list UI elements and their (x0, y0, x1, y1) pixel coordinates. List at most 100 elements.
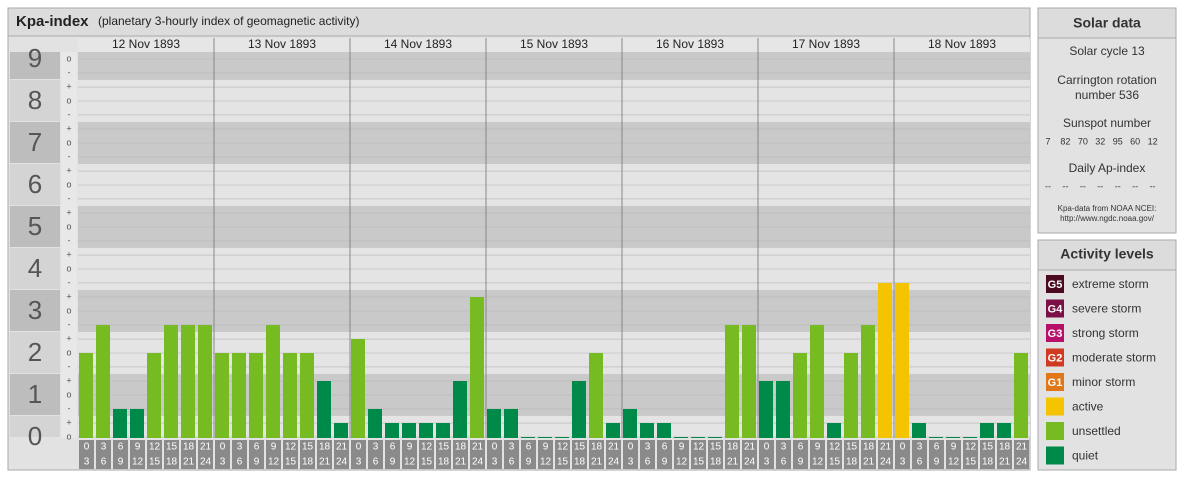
minor-tick-label: - (68, 235, 71, 245)
slot-box (776, 440, 791, 469)
bar (504, 408, 518, 438)
slot-box (334, 440, 349, 469)
minor-tick-label: o (66, 137, 71, 147)
slot-to: 18 (846, 457, 858, 468)
minor-tick-label: + (66, 165, 71, 175)
bar (198, 324, 212, 438)
sub-column (61, 52, 77, 438)
legend-label: minor storm (1072, 375, 1135, 389)
slot-to: 21 (999, 457, 1011, 468)
slot-box (691, 440, 706, 469)
ap-value: -- (1115, 181, 1121, 191)
slot-to: 21 (727, 457, 739, 468)
slot-from: 9 (135, 442, 141, 453)
y-label-box (10, 332, 60, 373)
minor-tick-label: o (66, 389, 71, 399)
slot-from: 21 (336, 442, 348, 453)
slot-to: 12 (132, 457, 144, 468)
slot-to: 9 (798, 457, 804, 468)
slot-from: 6 (118, 442, 124, 453)
minor-tick-label: o (66, 95, 71, 105)
legend-swatch (1046, 299, 1064, 318)
slot-to: 6 (781, 457, 787, 468)
slot-box (878, 440, 893, 469)
slot-from: 9 (271, 442, 277, 453)
bar (844, 353, 858, 438)
bar (402, 423, 416, 438)
legend-label: severe storm (1072, 302, 1141, 316)
slot-from: 9 (951, 442, 957, 453)
slot-from: 3 (101, 442, 107, 453)
y-tick-label: 2 (28, 337, 42, 367)
slot-from: 0 (900, 442, 906, 453)
slot-box (759, 440, 774, 469)
y-label-box (10, 290, 60, 331)
bar (912, 423, 926, 438)
slot-from: 21 (200, 442, 212, 453)
slot-to: 9 (118, 457, 124, 468)
slot-from: 15 (438, 442, 450, 453)
slot-from: 18 (727, 442, 739, 453)
slot-to: 24 (200, 457, 212, 468)
ap-title: Daily Ap-index (1069, 161, 1146, 175)
ap-value: -- (1062, 181, 1068, 191)
ap-value: -- (1080, 181, 1086, 191)
bar (691, 437, 705, 438)
slot-from: 0 (628, 442, 634, 453)
solar-header (1037, 7, 1177, 39)
y-label-box (10, 164, 60, 205)
slot-to: 18 (302, 457, 314, 468)
slot-from: 15 (166, 442, 178, 453)
slot-box (640, 440, 655, 469)
slot-to: 24 (336, 457, 348, 468)
slot-box (929, 440, 944, 469)
slot-from: 18 (591, 442, 603, 453)
slot-box (147, 440, 162, 469)
slot-box (861, 440, 876, 469)
slot-from: 0 (220, 442, 226, 453)
slot-box (708, 440, 723, 469)
slot-box (810, 440, 825, 469)
bar (929, 437, 943, 438)
slot-to: 24 (472, 457, 484, 468)
title: Kpa-index (16, 13, 89, 30)
slot-from: 6 (798, 442, 804, 453)
y-label-box (10, 80, 60, 121)
ap-value: -- (1045, 181, 1051, 191)
y-label-box (10, 248, 60, 289)
slot-from: 15 (846, 442, 858, 453)
slot-to: 15 (965, 457, 977, 468)
minor-tick-label: o (66, 179, 71, 189)
slot-box (606, 440, 621, 469)
slot-to: 21 (863, 457, 875, 468)
bar (215, 353, 229, 438)
slot-to: 15 (421, 457, 433, 468)
bar (980, 423, 994, 438)
slot-to: 12 (948, 457, 960, 468)
slot-box (572, 440, 587, 469)
slot-to: 15 (693, 457, 705, 468)
slot-from: 15 (982, 442, 994, 453)
bar (266, 324, 280, 438)
legend-swatch (1046, 275, 1064, 293)
y-label-box (10, 52, 60, 79)
legend-label: extreme storm (1072, 277, 1149, 291)
source-line: Kpa-data from NOAA NCEI: (1058, 204, 1157, 213)
slot-to: 18 (982, 457, 994, 468)
solar-title: Solar data (1073, 15, 1141, 31)
day-header-row (78, 38, 1030, 52)
minor-tick-label: - (68, 319, 71, 329)
minor-tick-label: - (68, 193, 71, 203)
minor-tick-label: + (66, 81, 71, 91)
legend-label: unsettled (1072, 424, 1121, 438)
slot-box (725, 440, 740, 469)
slot-box (504, 440, 519, 469)
ap-value: -- (1097, 181, 1103, 191)
slot-box (436, 440, 451, 469)
legend-badge: G4 (1048, 303, 1064, 315)
slot-box (164, 440, 179, 469)
slot-from: 15 (710, 442, 722, 453)
slot-box (317, 440, 332, 469)
rotation-line: Carrington rotation (1057, 73, 1156, 87)
bar (606, 423, 620, 438)
